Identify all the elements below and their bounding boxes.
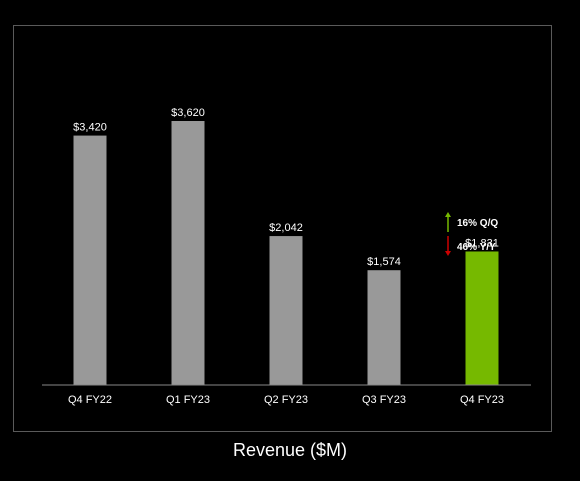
down-arrowhead-icon [445,251,451,256]
x-tick-label: Q4 FY22 [68,394,112,406]
x-tick-label: Q2 FY23 [264,394,308,406]
x-tick-label: Q3 FY23 [362,394,406,406]
up-arrowhead-icon [445,212,451,217]
data-label: $1,831 [465,237,499,249]
data-label: $3,620 [171,107,205,119]
bar [465,251,499,385]
chart-title: Revenue ($M) [232,440,348,460]
x-tick-label: Q4 FY23 [460,394,504,406]
bar [171,121,205,385]
annotation-label: 16% Q/Q [457,218,498,229]
data-label: $3,420 [73,122,107,134]
chart-frame [13,25,552,432]
annotation-label: 46% Y/Y [457,242,496,253]
x-tick-label: Q1 FY23 [166,394,210,406]
bar [269,236,303,385]
data-label: $1,574 [367,256,401,268]
data-label: $2,042 [269,222,303,234]
bar [367,270,401,385]
bar [73,135,107,385]
